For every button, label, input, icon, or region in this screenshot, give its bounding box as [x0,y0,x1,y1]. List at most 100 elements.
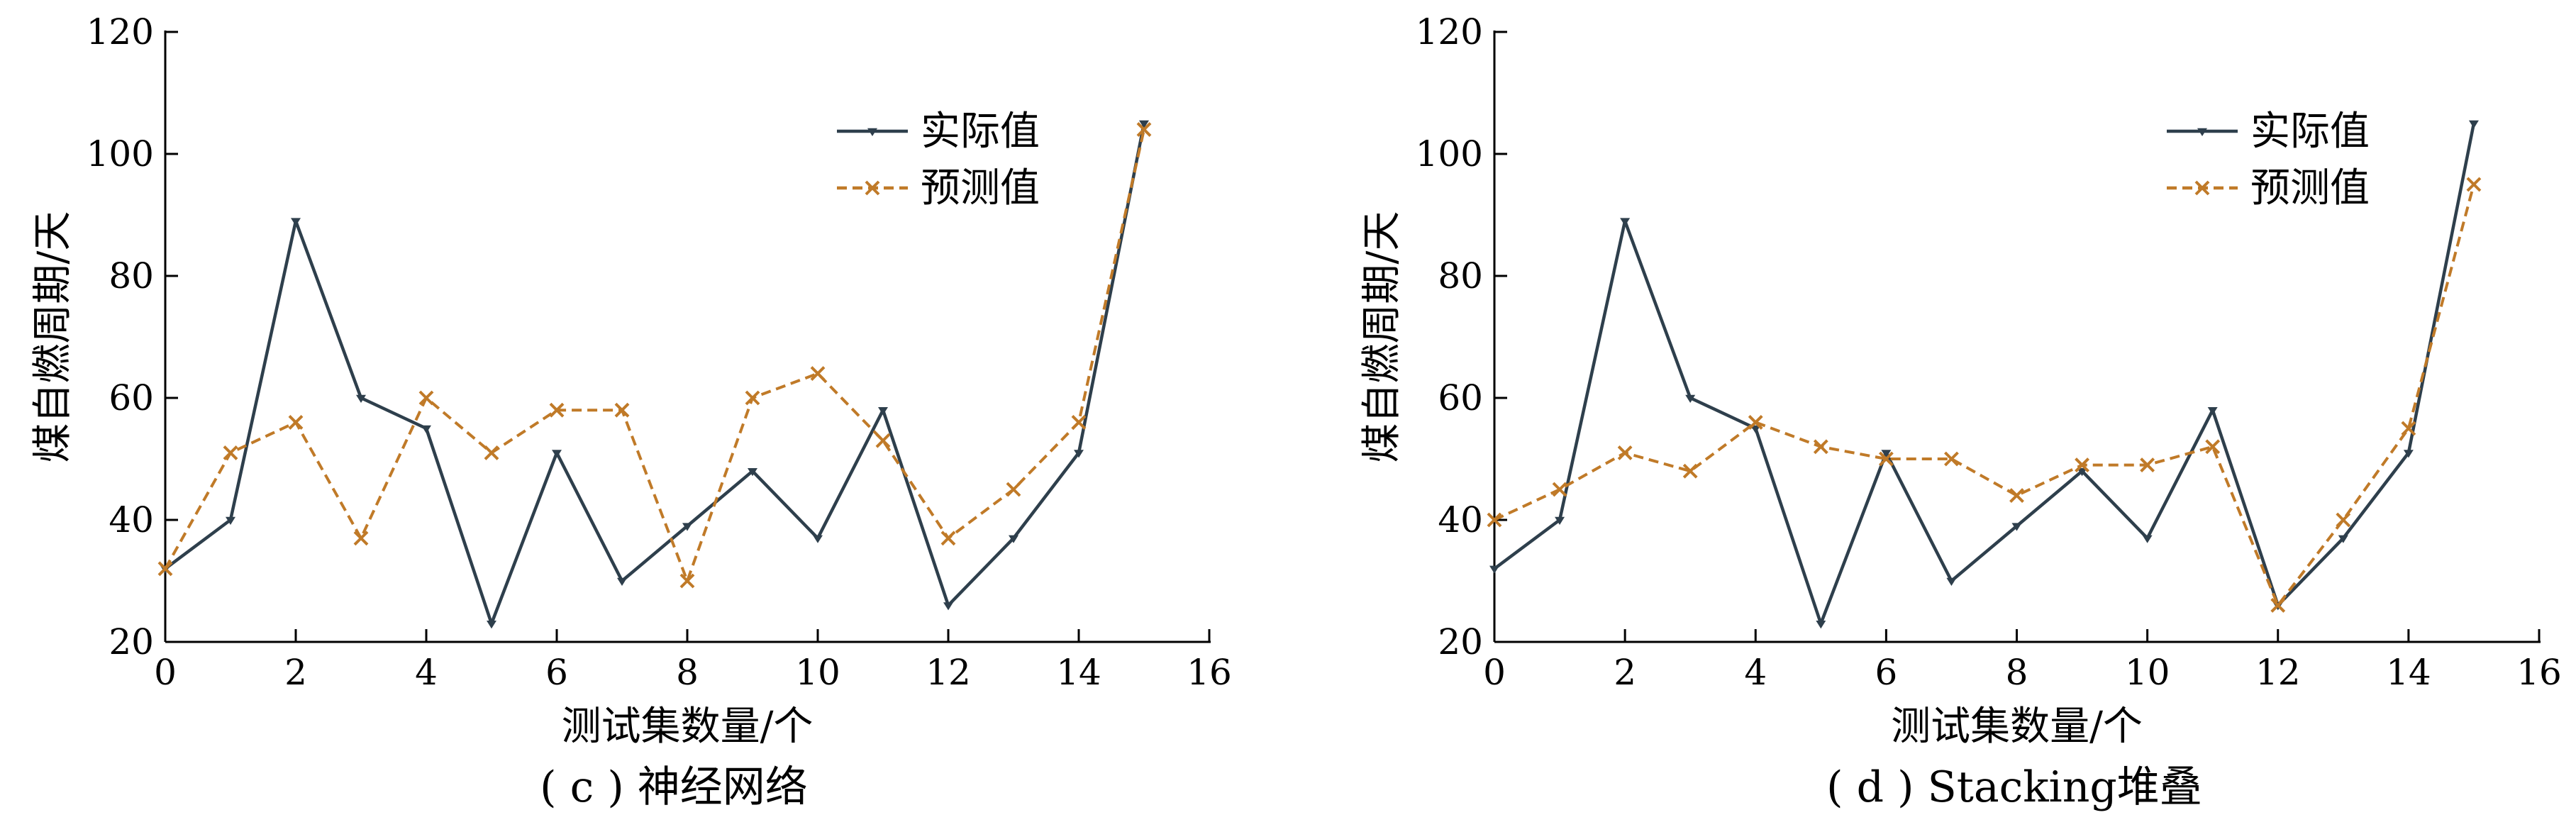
data-point [813,535,823,543]
y-tick-label: 60 [109,377,154,418]
data-point [617,577,627,586]
data-point [745,390,760,406]
data-point [353,531,369,546]
series-line [164,123,1146,626]
data-point [2401,421,2416,436]
data-point [157,561,173,577]
panel-caption: ( d ) Stacking堆叠 [1826,762,2202,812]
data-point [1685,394,1696,403]
x-tick-label: 10 [2125,652,2170,693]
data-point [484,445,499,460]
legend-label: 预测值 [2250,165,2370,211]
legend-marker [2194,180,2210,196]
data-point [2270,597,2286,613]
data-point [1946,577,1957,586]
data-point [1620,218,1631,226]
data-point [288,414,304,430]
chart-panel-1: 20 40 60 80 100 120 0 2 4 6 8 10 12 14 16 测试集数量/个 煤自燃周期/… [1359,11,2562,812]
data-point [1816,621,1826,629]
x-tick-label: 6 [1875,652,1897,693]
data-point [2011,523,2022,531]
data-point [1555,516,1565,525]
data-point [1682,463,1698,479]
data-point [291,218,301,226]
data-point [878,407,888,416]
x-tick-label: 0 [154,652,177,693]
data-point [552,450,562,458]
x-tick-label: 12 [2255,652,2301,693]
data-point [1878,451,1894,467]
y-axis-title: 煤自燃周期/天 [30,211,76,463]
data-point [1617,445,1633,460]
x-tick-label: 14 [1056,652,1101,693]
x-tick-label: 2 [1614,652,1636,693]
data-point [1881,450,1892,458]
x-tick-label: 10 [795,652,840,693]
x-tick-label: 12 [926,652,971,693]
data-point [1487,512,1502,528]
legend-marker [2197,128,2207,136]
y-tick-label: 80 [109,255,154,296]
data-point [2075,457,2089,473]
data-point [356,394,366,403]
data-point [2142,535,2153,543]
data-point [2205,439,2221,455]
y-tick-label: 40 [109,499,154,540]
data-point [1813,439,1828,455]
data-point [875,433,891,448]
data-point [2140,457,2155,473]
data-point [2468,120,2479,128]
data-point [1071,414,1087,430]
series-1 [157,122,1152,589]
y-tick-label: 100 [87,133,154,174]
y-axis-title: 煤自燃周期/天 [1359,211,1405,463]
series-line [1493,123,2476,626]
x-tick-label: 8 [2006,652,2028,693]
data-point [810,366,826,382]
data-point [418,390,434,406]
data-point [1139,120,1149,128]
legend-label: 实际值 [921,109,1040,155]
chart-panel-0: 20 40 60 80 100 120 0 2 4 6 8 10 12 14 16 测试集数量/个 煤自燃周期/… [30,11,1232,812]
y-tick-label: 20 [1438,621,1483,662]
x-tick-label: 8 [676,652,699,693]
data-point [748,468,757,477]
data-point [2077,468,2087,477]
y-tick-label: 100 [1416,133,1483,174]
x-tick-label: 14 [2386,652,2431,693]
y-tick-label: 120 [1416,11,1483,52]
data-point [223,445,238,460]
data-point [2009,488,2024,504]
data-point [487,621,496,629]
x-axis-title: 测试集数量/个 [562,704,814,750]
data-point [1009,535,1018,543]
y-tick-label: 40 [1438,499,1483,540]
y-tick-label: 120 [87,11,154,52]
data-point [2466,177,2482,192]
data-point [1489,565,1499,574]
x-tick-label: 0 [1483,652,1506,693]
data-point [1748,414,1763,430]
x-tick-label: 6 [545,652,568,693]
data-point [226,516,235,525]
legend-marker [867,128,877,136]
y-tick-label: 80 [1438,255,1483,296]
series-1 [1487,177,2482,613]
x-tick-label: 4 [415,652,438,693]
data-point [2403,450,2414,458]
x-axis-title: 测试集数量/个 [1891,704,2143,750]
data-point [1136,122,1152,138]
x-tick-label: 4 [1744,652,1767,693]
data-point [2207,407,2218,416]
series-line [1494,184,2475,607]
data-point [1074,450,1084,458]
data-point [1552,482,1567,497]
legend-label: 预测值 [921,165,1040,211]
y-tick-label: 20 [109,621,154,662]
legend-marker [865,180,880,196]
data-point [549,402,565,418]
data-point [2336,512,2351,528]
legend-label: 实际值 [2250,109,2370,155]
